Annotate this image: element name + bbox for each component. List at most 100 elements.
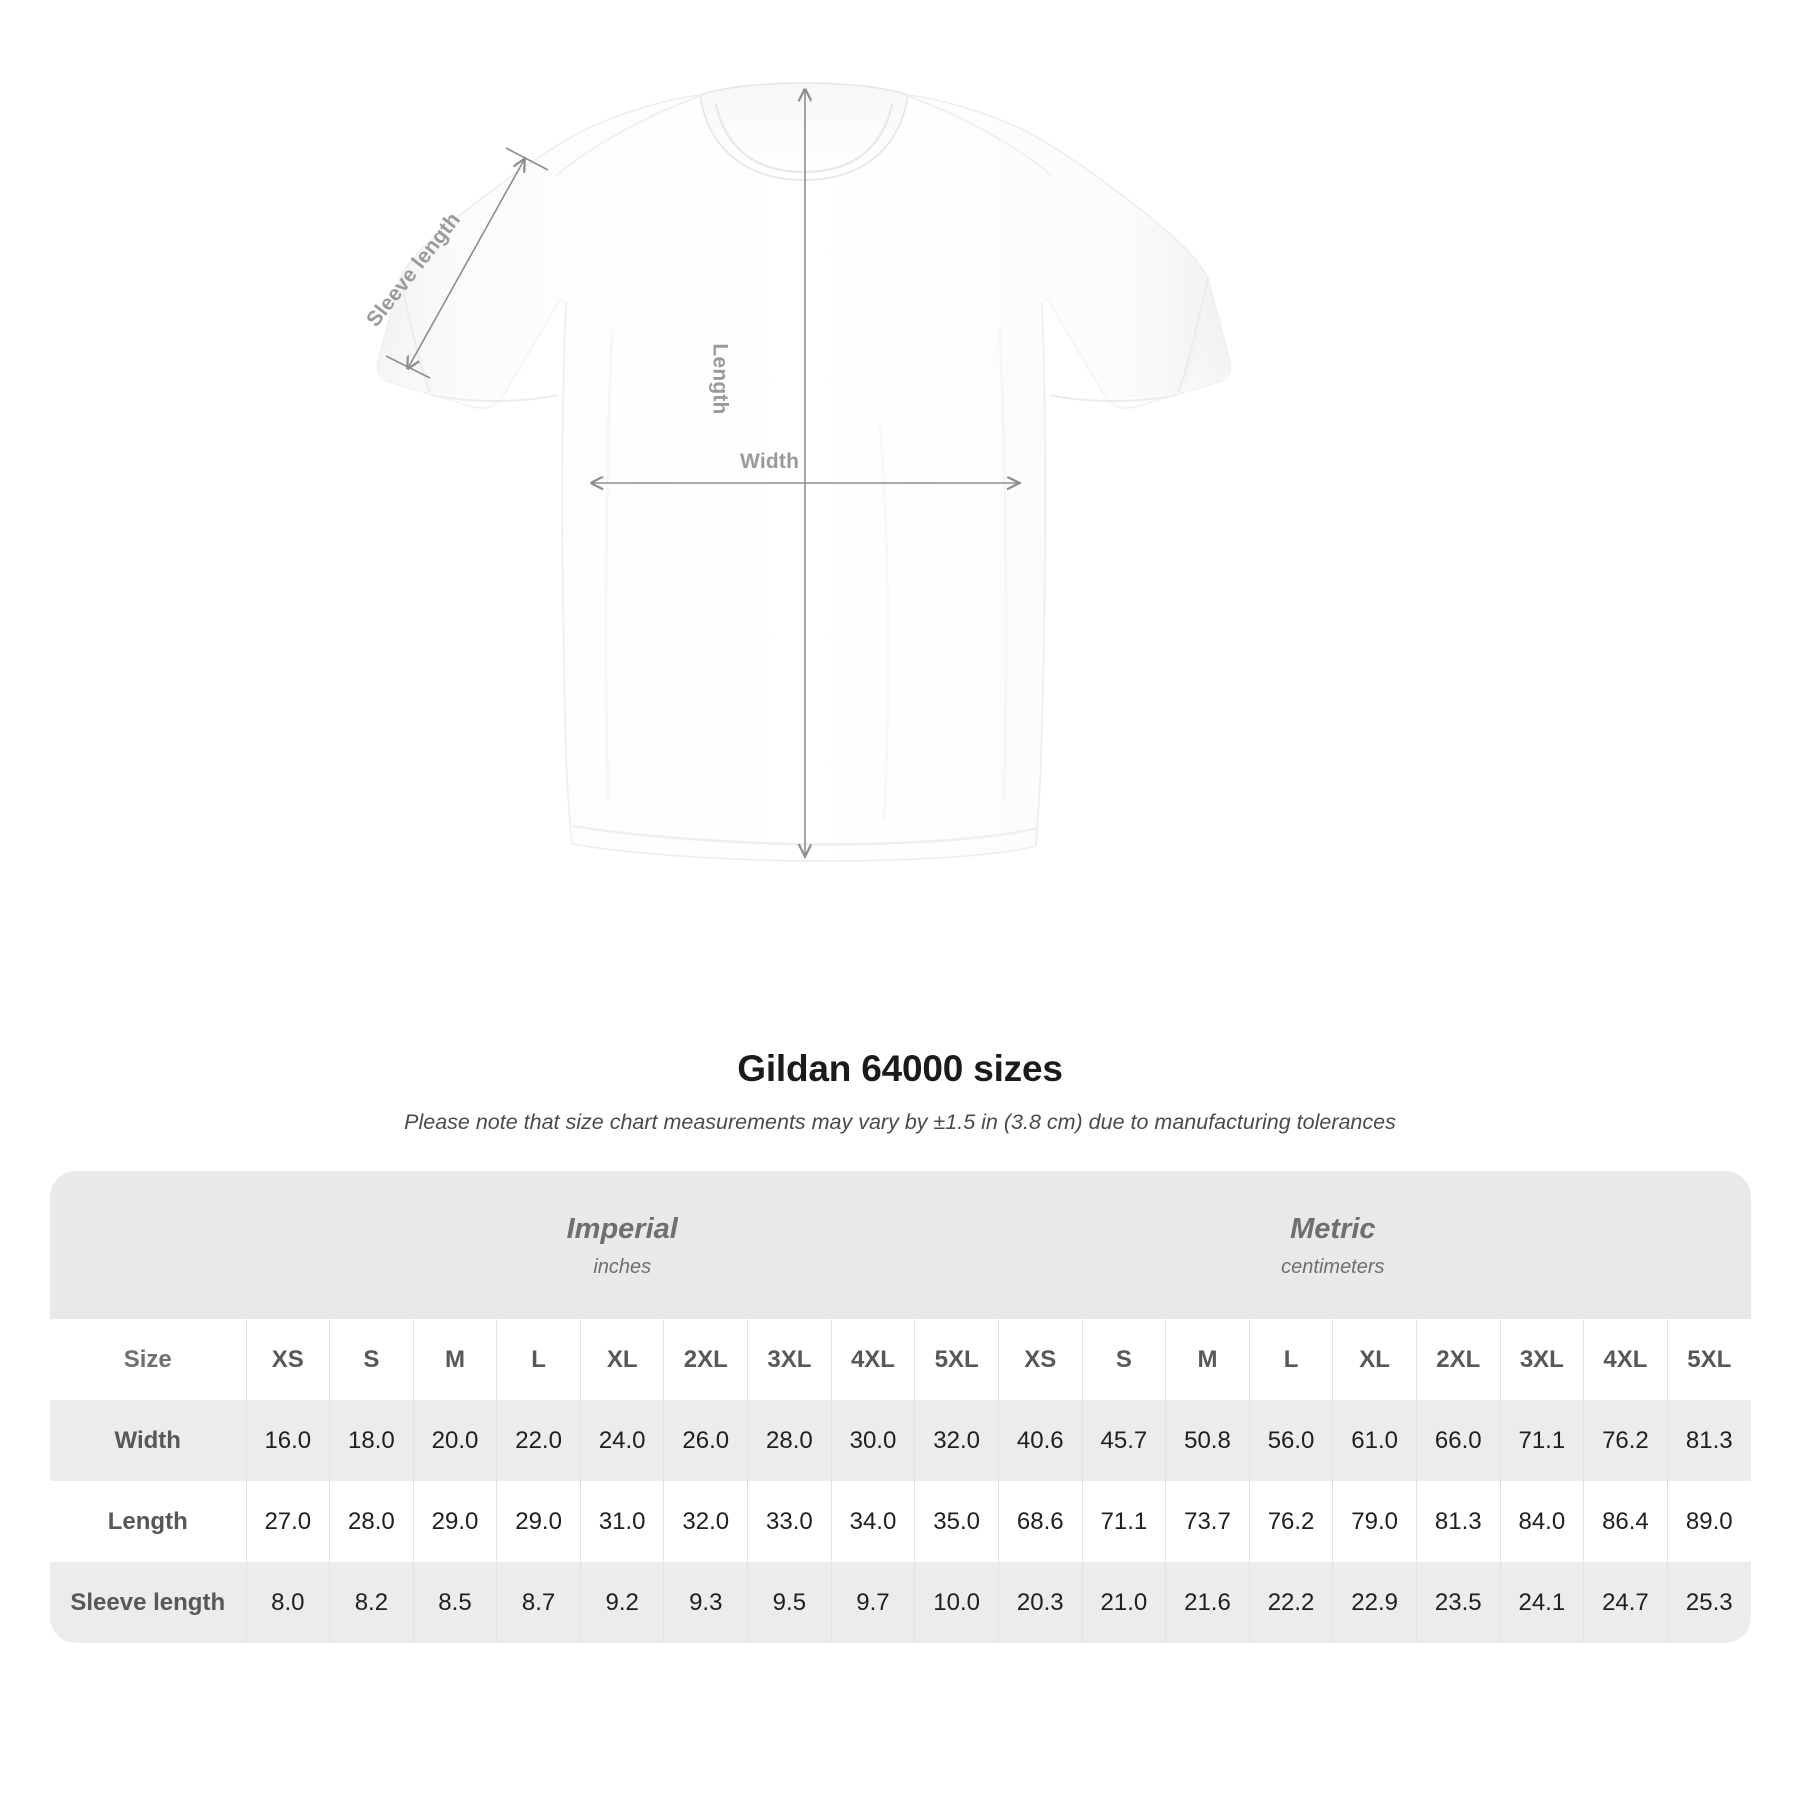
width-metric-6: 71.1	[1499, 1400, 1584, 1481]
size-cell-metric-8: 5XL	[1666, 1319, 1751, 1400]
size-row-label: Size	[50, 1319, 246, 1400]
size-header-row: Size XS S M L XL 2XL 3XL 4XL 5XL XS S M …	[50, 1319, 1751, 1400]
size-cell-imperial-7: 4XL	[830, 1319, 915, 1400]
length-imperial-1: 28.0	[329, 1481, 414, 1562]
length-imperial-8: 35.0	[914, 1481, 999, 1562]
length-imperial-5: 32.0	[663, 1481, 748, 1562]
width-metric-1: 45.7	[1081, 1400, 1166, 1481]
unit-corner-cell-right	[1667, 1171, 1751, 1319]
width-imperial-5: 26.0	[663, 1400, 748, 1481]
length-metric-6: 84.0	[1499, 1481, 1584, 1562]
width-imperial-3: 22.0	[496, 1400, 581, 1481]
size-cell-metric-4: XL	[1332, 1319, 1417, 1400]
unit-name-imperial: Imperial	[566, 1212, 678, 1245]
width-metric-7: 76.2	[1583, 1400, 1668, 1481]
size-cell-metric-1: S	[1081, 1319, 1166, 1400]
width-dimension-label: Width	[740, 450, 800, 473]
size-cell-imperial-8: 5XL	[914, 1319, 999, 1400]
length-imperial-0: 27.0	[245, 1481, 330, 1562]
width-metric-0: 40.6	[997, 1400, 1083, 1481]
sleeve-imperial-6: 9.5	[747, 1562, 832, 1643]
unit-sub-metric: centimeters	[1281, 1256, 1385, 1279]
width-metric-8: 81.3	[1666, 1400, 1751, 1481]
sleeve-length-dimension-line	[385, 147, 549, 379]
size-cell-imperial-5: 2XL	[663, 1319, 748, 1400]
row-label-sleeve-length: Sleeve length	[50, 1562, 246, 1643]
row-label-length: Length	[50, 1481, 246, 1562]
size-cell-imperial-3: L	[496, 1319, 581, 1400]
length-metric-3: 76.2	[1248, 1481, 1333, 1562]
sleeve-imperial-4: 9.2	[579, 1562, 664, 1643]
length-metric-5: 81.3	[1415, 1481, 1501, 1562]
width-imperial-2: 20.0	[412, 1400, 497, 1481]
sleeve-metric-1: 21.0	[1081, 1562, 1166, 1643]
width-imperial-1: 18.0	[329, 1400, 414, 1481]
width-metric-4: 61.0	[1332, 1400, 1417, 1481]
size-cell-metric-2: M	[1165, 1319, 1250, 1400]
table-row: Sleeve length 8.0 8.2 8.5 8.7 9.2 9.3 9.…	[50, 1562, 1751, 1643]
size-cell-metric-0: XS	[997, 1319, 1083, 1400]
sleeve-metric-8: 25.3	[1666, 1562, 1751, 1643]
sleeve-imperial-2: 8.5	[412, 1562, 497, 1643]
length-imperial-4: 31.0	[579, 1481, 664, 1562]
size-cell-imperial-6: 3XL	[747, 1319, 832, 1400]
size-cell-metric-6: 3XL	[1499, 1319, 1584, 1400]
width-metric-2: 50.8	[1165, 1400, 1250, 1481]
size-cell-imperial-2: M	[412, 1319, 497, 1400]
sleeve-metric-3: 22.2	[1248, 1562, 1333, 1643]
sleeve-imperial-3: 8.7	[496, 1562, 581, 1643]
unit-sub-imperial: inches	[593, 1256, 652, 1279]
length-metric-8: 89.0	[1666, 1481, 1751, 1562]
sleeve-metric-6: 24.1	[1499, 1562, 1584, 1643]
width-imperial-8: 32.0	[914, 1400, 999, 1481]
tshirt-shape	[376, 82, 1232, 862]
sleeve-imperial-5: 9.3	[663, 1562, 748, 1643]
length-metric-2: 73.7	[1165, 1481, 1250, 1562]
page-title: Gildan 64000 sizes	[737, 1048, 1063, 1089]
unit-name-metric: Metric	[1290, 1212, 1376, 1245]
sleeve-imperial-1: 8.2	[329, 1562, 414, 1643]
size-cell-metric-5: 2XL	[1415, 1319, 1501, 1400]
sleeve-metric-4: 22.9	[1332, 1562, 1417, 1643]
length-metric-1: 71.1	[1081, 1481, 1166, 1562]
length-dimension-label: Length	[708, 343, 732, 415]
sleeve-metric-2: 21.6	[1165, 1562, 1250, 1643]
table-row: Length 27.0 28.0 29.0 29.0 31.0 32.0 33.…	[50, 1481, 1751, 1562]
sleeve-imperial-7: 9.7	[830, 1562, 915, 1643]
length-metric-7: 86.4	[1583, 1481, 1668, 1562]
sleeve-metric-5: 23.5	[1415, 1562, 1501, 1643]
unit-header-row: Imperial inches Metric centimeters	[50, 1171, 1751, 1319]
sleeve-imperial-8: 10.0	[914, 1562, 999, 1643]
tolerance-note: Please note that size chart measurements…	[404, 1110, 1396, 1134]
size-cell-imperial-4: XL	[579, 1319, 664, 1400]
length-imperial-7: 34.0	[830, 1481, 915, 1562]
chart-heading: Gildan 64000 sizes Please note that size…	[0, 1048, 1800, 1135]
length-imperial-3: 29.0	[496, 1481, 581, 1562]
width-metric-5: 66.0	[1415, 1400, 1501, 1481]
size-cell-metric-3: L	[1248, 1319, 1333, 1400]
length-imperial-6: 33.0	[747, 1481, 832, 1562]
unit-group-imperial: Imperial inches	[246, 1171, 999, 1319]
size-cell-metric-7: 4XL	[1583, 1319, 1668, 1400]
unit-corner-cell	[50, 1171, 246, 1319]
size-table-wrapper: Imperial inches Metric centimeters Size …	[50, 1171, 1751, 1643]
width-imperial-6: 28.0	[747, 1400, 832, 1481]
length-metric-0: 68.6	[997, 1481, 1083, 1562]
size-cell-imperial-0: XS	[245, 1319, 330, 1400]
sleeve-metric-7: 24.7	[1583, 1562, 1668, 1643]
sleeve-metric-0: 20.3	[997, 1562, 1083, 1643]
width-imperial-0: 16.0	[245, 1400, 330, 1481]
width-imperial-7: 30.0	[830, 1400, 915, 1481]
size-table: Imperial inches Metric centimeters Size …	[50, 1171, 1751, 1643]
tshirt-diagram	[376, 82, 1232, 862]
length-imperial-2: 29.0	[412, 1481, 497, 1562]
sleeve-imperial-0: 8.0	[245, 1562, 330, 1643]
garment-illustration: Sleeve length Length Width	[362, 82, 1232, 862]
table-row: Width 16.0 18.0 20.0 22.0 24.0 26.0 28.0…	[50, 1400, 1751, 1481]
width-metric-3: 56.0	[1248, 1400, 1333, 1481]
width-imperial-4: 24.0	[579, 1400, 664, 1481]
unit-group-metric: Metric centimeters	[998, 1171, 1668, 1319]
size-cell-imperial-1: S	[329, 1319, 414, 1400]
length-metric-4: 79.0	[1332, 1481, 1417, 1562]
